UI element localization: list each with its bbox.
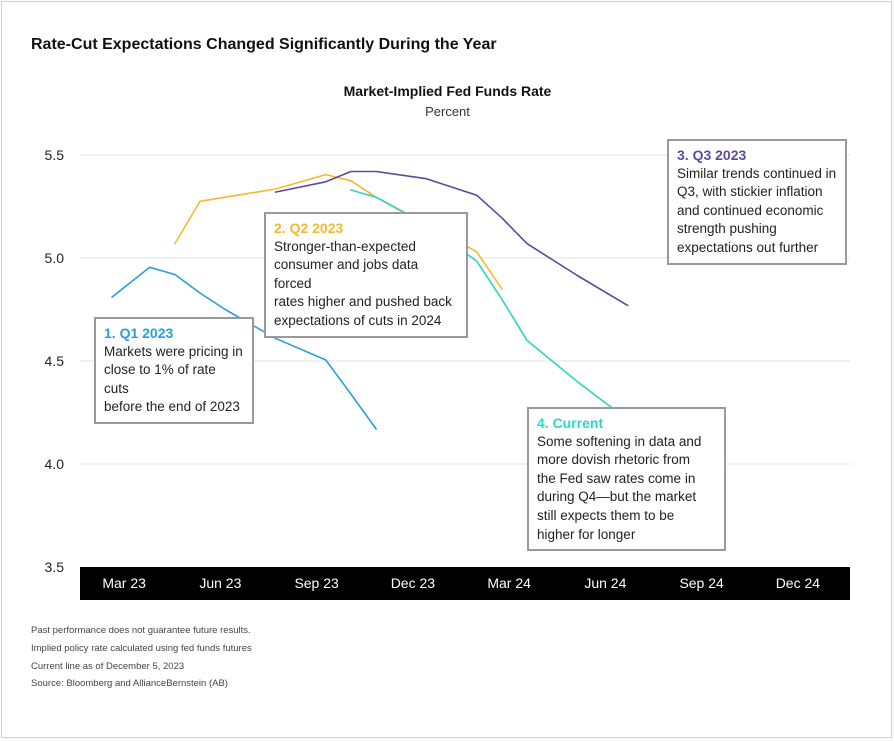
- annotation-q2-heading: 2. Q2 2023: [274, 220, 344, 236]
- x-tick-label: Sep 24: [679, 575, 724, 591]
- annotation-current-heading: 4. Current: [537, 415, 604, 431]
- x-axis-ticks: Mar 23 Jun 23 Sep 23 Dec 23 Mar 24 Jun 24 Sep …: [102, 575, 820, 591]
- annotation-q2: 2. Q2 2023 Stronger-than-expected consum…: [264, 212, 468, 338]
- annotation-q2-line: Stronger-than-expected: [274, 238, 416, 254]
- annotation-q3: 3. Q3 2023 Similar trends continued in Q…: [667, 139, 847, 265]
- footnote: Implied policy rate calculated using fed…: [31, 642, 252, 654]
- footnote: Past performance does not guarantee futu…: [31, 625, 251, 636]
- x-axis-band: [80, 567, 850, 600]
- footnote: Current line as of December 5, 2023: [31, 660, 185, 672]
- annotation-q3-line: expectations out further: [677, 239, 819, 255]
- annotation-q3-line: strength pushing: [677, 221, 777, 237]
- x-tick-label: Mar 24: [487, 575, 531, 591]
- x-tick-label: Dec 24: [776, 575, 821, 591]
- annotation-q3-heading: 3. Q3 2023: [677, 147, 747, 163]
- annotation-q1-line: before the end of 2023: [104, 399, 240, 415]
- y-tick-label: 3.5: [45, 559, 65, 575]
- annotation-q3-line: and continued economic: [677, 202, 824, 218]
- annotation-current-line: more dovish rhetoric from: [537, 452, 691, 468]
- annotation-q2-line: consumer and jobs data forced: [274, 257, 419, 291]
- annotation-current-line: Some softening in data and: [537, 433, 702, 449]
- footnotes: Past performance does not guarantee futu…: [31, 622, 252, 693]
- footnote: Source: Bloomberg and AllianceBernstein …: [31, 678, 228, 690]
- chart-subtitle: Percent: [425, 104, 470, 119]
- annotation-q1: 1. Q1 2023 Markets were pricing in close…: [94, 317, 254, 424]
- series-line-3: [274, 170, 629, 307]
- annotation-current: 4. Current Some softening in data and mo…: [527, 407, 726, 552]
- y-tick-label: 4.5: [45, 353, 65, 369]
- main-title: Rate-Cut Expectations Changed Significan…: [31, 36, 497, 53]
- x-tick-label: Sep 23: [294, 575, 339, 591]
- y-axis-ticks: 5.5 5.0 4.5 4.0 3.5: [45, 147, 65, 575]
- x-tick-label: Dec 23: [391, 575, 436, 591]
- y-tick-label: 5.5: [45, 147, 65, 163]
- annotation-q1-line: close to 1% of rate cuts: [104, 362, 216, 396]
- annotation-current-line: still expects them to be: [537, 507, 675, 523]
- annotation-q3-line: Q3, with stickier inflation: [677, 184, 823, 200]
- y-tick-label: 4.0: [45, 456, 65, 472]
- series-line-1: [111, 266, 377, 430]
- x-tick-label: Jun 24: [584, 575, 626, 591]
- annotation-current-line: during Q4—but the market: [537, 489, 697, 505]
- annotation-current-line: the Fed saw rates come in: [537, 470, 696, 486]
- annotation-q2-line: rates higher and pushed back: [274, 294, 452, 310]
- y-tick-label: 5.0: [45, 250, 65, 266]
- x-tick-label: Mar 23: [102, 575, 146, 591]
- annotation-q2-line: expectations of cuts in 2024: [274, 312, 442, 328]
- annotation-q1-line: Markets were pricing in: [104, 343, 243, 359]
- x-tick-label: Jun 23: [199, 575, 241, 591]
- chart-title: Market-Implied Fed Funds Rate: [343, 83, 552, 99]
- annotation-q3-line: Similar trends continued in: [677, 165, 837, 181]
- annotation-current-line: higher for longer: [537, 526, 636, 542]
- annotation-q1-heading: 1. Q1 2023: [104, 325, 174, 341]
